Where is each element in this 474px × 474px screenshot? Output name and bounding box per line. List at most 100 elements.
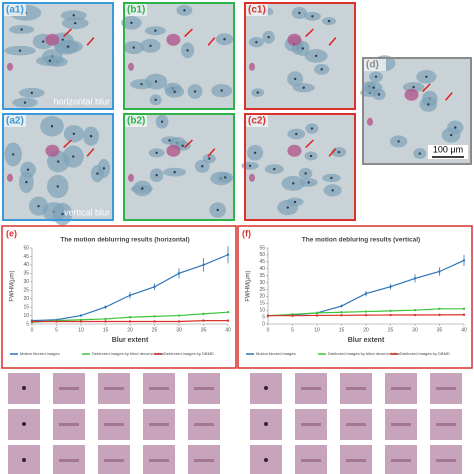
nucleus <box>255 40 258 44</box>
panel-border <box>244 113 356 221</box>
panel-border <box>123 113 235 221</box>
x-axis-label: Blur extent <box>112 337 149 344</box>
point <box>104 320 107 323</box>
panel-border <box>244 2 356 110</box>
nucleus <box>253 151 257 154</box>
psf-center <box>264 458 268 462</box>
panel-border <box>123 2 235 110</box>
nucleus <box>11 153 15 156</box>
nucleus <box>72 155 75 158</box>
point <box>462 307 466 310</box>
nucleus <box>331 189 334 192</box>
point <box>128 294 132 297</box>
pink-cell <box>7 173 13 182</box>
point <box>202 263 205 267</box>
psf-streak <box>104 459 124 462</box>
y-tick-label: 40 <box>259 266 265 272</box>
pink-cell <box>287 33 302 46</box>
nucleus <box>72 132 76 135</box>
psf-streak <box>149 423 169 426</box>
nucleus <box>30 91 34 95</box>
point <box>153 285 156 289</box>
arrow <box>184 28 193 38</box>
x-tick-label: 10 <box>314 327 320 333</box>
nucleus <box>298 11 301 15</box>
psf-center <box>264 422 268 426</box>
nucleus <box>89 134 93 138</box>
psf-center <box>264 386 268 390</box>
x-tick-label: 15 <box>103 327 109 333</box>
nucleus <box>273 167 276 171</box>
nucleus <box>193 90 197 93</box>
x-tick-label: 40 <box>225 327 231 333</box>
point <box>79 318 83 321</box>
psf-streak <box>301 387 321 390</box>
psf-streak <box>59 387 79 390</box>
pink-cell <box>367 117 373 126</box>
nucleus <box>154 29 157 32</box>
pink-cell <box>166 144 181 157</box>
arrow <box>207 37 216 46</box>
psf-center <box>22 422 26 426</box>
y-tick-label: 5 <box>262 314 265 320</box>
nucleus <box>315 54 318 58</box>
point <box>364 292 368 295</box>
nucleus <box>293 77 297 81</box>
legend-label: Deblurred images by DBMD <box>164 351 214 356</box>
nucleus <box>295 132 298 136</box>
scale-bg <box>428 145 468 159</box>
arrow <box>328 148 337 157</box>
x-tick-label: 0 <box>31 327 34 333</box>
arrow <box>86 148 95 157</box>
y-tick-label: 55 <box>259 245 265 251</box>
nucleus <box>216 208 219 212</box>
point <box>413 308 417 312</box>
panel-label: (b1) <box>127 5 145 16</box>
nucleus <box>132 46 135 49</box>
psf-streak <box>391 459 411 462</box>
point <box>340 311 343 314</box>
scale-label: 100 μm <box>433 144 463 154</box>
nucleus <box>57 160 60 163</box>
label-bg <box>246 115 268 127</box>
point <box>315 314 319 317</box>
nucleus <box>267 35 270 39</box>
point <box>291 314 294 317</box>
point <box>226 319 230 322</box>
point <box>177 320 181 323</box>
x-tick-label: 35 <box>201 327 207 333</box>
panel-label: (c1) <box>248 5 266 16</box>
label-bg <box>4 4 26 16</box>
nucleus <box>160 120 164 123</box>
nucleus <box>201 165 204 168</box>
nucleus <box>425 75 428 78</box>
point <box>389 285 392 288</box>
label-bg <box>246 4 268 16</box>
panel-label: (e) <box>6 228 17 238</box>
psf-streak <box>301 423 321 426</box>
psf-streak <box>346 459 366 462</box>
nucleus <box>412 85 415 89</box>
nucleus <box>173 170 176 174</box>
nucleus <box>155 151 158 155</box>
psf-streak <box>59 423 79 426</box>
legend-label: Motion blurred images <box>20 351 60 356</box>
arrow <box>328 37 337 46</box>
nucleus <box>72 14 75 17</box>
point <box>389 313 392 317</box>
psf-center <box>22 386 26 390</box>
point <box>413 277 417 280</box>
nucleus <box>183 9 186 12</box>
nucleus <box>154 98 157 102</box>
nucleus <box>155 173 158 177</box>
nucleus <box>304 172 307 175</box>
nucleus <box>454 126 457 129</box>
nucleus <box>427 103 430 106</box>
arrow <box>86 37 95 46</box>
nucleus <box>372 86 375 89</box>
pink-cell <box>45 144 60 157</box>
point <box>389 309 392 313</box>
point <box>79 320 83 323</box>
panel-border <box>2 113 114 221</box>
